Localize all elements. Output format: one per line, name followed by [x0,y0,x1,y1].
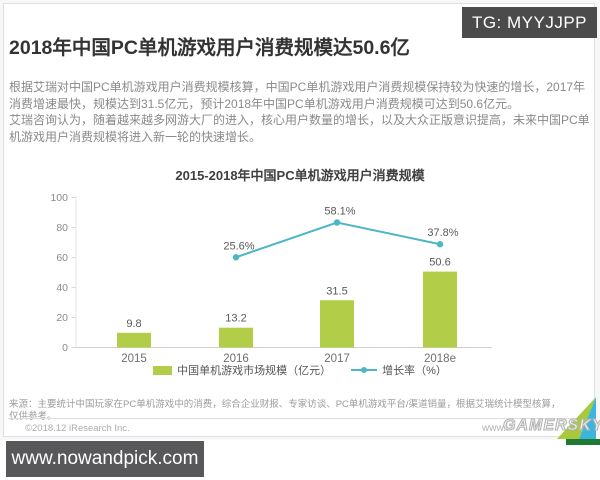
tg-contact-badge: TG: MYYJJPP [462,7,597,38]
nowandpick-watermark: www.nowandpick.com [6,441,204,477]
legend-item-line: 增长率（%） [351,362,447,378]
consumption-chart-svg: 0 20 40 60 80 100 9.8 13.2 31.5 50.6 2015 2016 2017 2… [50,192,492,365]
svg-text:2017: 2017 [324,353,350,365]
svg-text:9.8: 9.8 [126,318,141,330]
chart-title: 2015-2018年中国PC单机游戏用户消费规模 [175,168,425,183]
svg-text:13.2: 13.2 [225,313,246,325]
svg-text:31.5: 31.5 [326,285,347,297]
legend-bar-label: 中国单机游戏市场规模（亿元） [177,365,332,377]
source-note: 来源：主要统计中国玩家在PC单机游戏中的消费，综合企业财报、专家访谈、PC单机游… [9,399,561,422]
tg-contact-text: TG: MYYJJPP [471,12,588,32]
svg-text:25.6%: 25.6% [223,240,254,252]
svg-text:40: 40 [56,282,68,294]
chart-legend: 中国单机游戏市场规模（亿元） 增长率（%） [0,361,600,379]
svg-text:37.8%: 37.8% [427,227,458,239]
article-paragraph-1: 根据艾瑞对中国PC单机游戏用户消费规模核算，中国PC单机游戏用户消费规模保持较为… [9,80,586,111]
article-body: 根据艾瑞对中国PC单机游戏用户消费规模核算，中国PC单机游戏用户消费规模保持较为… [9,79,593,145]
copyright-text: ©2018.12 iResearch Inc. [25,423,130,434]
svg-text:60: 60 [56,252,68,264]
iresearch-url-fragment: www.i [482,423,509,434]
page-title: 2018年中国PC单机游戏用户消费规模达50.6亿 [9,37,410,59]
svg-text:100: 100 [50,192,68,204]
svg-text:58.1%: 58.1% [324,206,355,218]
svg-text:20: 20 [56,312,68,324]
nowandpick-url: www.nowandpick.com [11,448,199,469]
report-card [3,3,595,437]
svg-text:80: 80 [56,222,68,234]
footer-divider [8,418,584,419]
gamersky-watermark-text: GAMERSKY [502,417,600,435]
legend-line-label: 增长率（%） [382,365,447,377]
svg-text:2016: 2016 [223,353,249,365]
bar-swatch-icon [153,365,173,375]
article-paragraph-2: 艾瑞咨询认为，随着越来越多网游大厂的进入，核心用户数量的增长，以及大众正版意识提… [9,113,590,144]
svg-text:2018e: 2018e [424,353,456,365]
svg-text:2015: 2015 [121,353,147,365]
line-swatch-icon [351,367,378,373]
svg-text:0: 0 [62,342,68,354]
legend-item-bar: 中国单机游戏市场规模（亿元） [153,362,331,378]
gamersky-logo-icon [557,397,600,445]
svg-text:50.6: 50.6 [429,257,450,269]
